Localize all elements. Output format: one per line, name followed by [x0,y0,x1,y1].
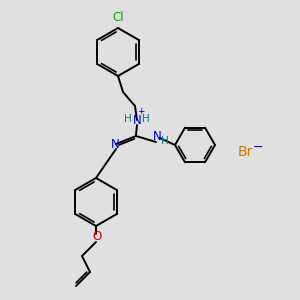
Text: +: + [137,107,145,116]
Text: N: N [133,113,141,127]
Text: H: H [142,114,150,124]
Text: H: H [124,114,132,124]
Text: Cl: Cl [112,11,124,24]
Text: H: H [161,136,169,146]
Text: Br: Br [238,145,254,159]
Text: O: O [92,230,102,244]
Text: N: N [153,130,161,142]
Text: N: N [111,139,119,152]
Text: −: − [253,140,263,154]
